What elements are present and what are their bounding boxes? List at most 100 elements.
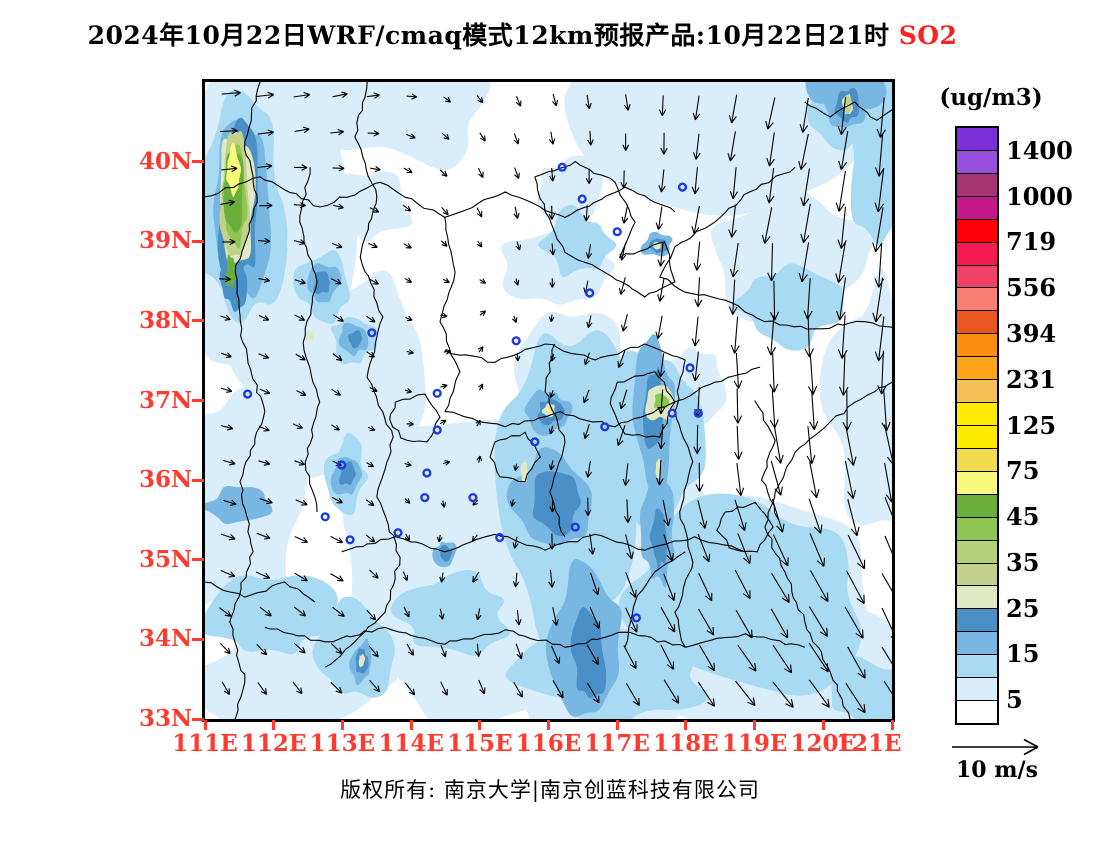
wind-arrow (332, 314, 344, 322)
fill-region-blue4 (532, 471, 581, 537)
wind-arrow (583, 423, 590, 439)
wind-arrow (405, 315, 413, 322)
fill-region-blue1 (310, 82, 491, 170)
wind-arrow (221, 165, 238, 173)
lat-label: 34N (138, 625, 192, 653)
wind-arrow (585, 461, 592, 478)
fill-region-yellow1 (226, 142, 241, 198)
wind-arrow (549, 278, 556, 288)
colorbar-cell (957, 310, 997, 334)
fill-region-blue4 (570, 606, 607, 699)
wind-arrow (835, 171, 846, 212)
city-marker (345, 535, 355, 545)
wind-arrow (438, 608, 445, 620)
wind-arrow (259, 498, 273, 505)
wind-arrow (809, 533, 826, 567)
boundary-line (264, 626, 805, 648)
wind-arrow (478, 383, 484, 391)
wind-vector-layer (219, 89, 892, 714)
wind-arrow (442, 277, 450, 283)
wind-arrow (809, 390, 819, 431)
colorbar-cell (957, 241, 997, 265)
wind-arrow (588, 533, 596, 555)
wind-arrow (257, 129, 274, 137)
wind-arrow (585, 168, 593, 185)
wind-arrow (548, 569, 556, 588)
pollutant-label: SO2 (898, 21, 958, 50)
wind-arrow (883, 681, 892, 695)
colorbar-tick-label: 556 (1006, 273, 1057, 303)
colorbar-cell (957, 654, 997, 678)
wind-arrow (883, 424, 892, 464)
lon-label: 119E (721, 730, 788, 757)
wind-arrow (330, 128, 344, 136)
lon-tick (272, 720, 276, 730)
wind-arrow (331, 388, 341, 396)
wind-arrow (625, 607, 638, 633)
wind-arrow (691, 205, 700, 235)
wind-arrow (621, 204, 629, 224)
colorbar-cell (957, 264, 997, 288)
boundary-line (544, 343, 566, 538)
wind-arrow (369, 679, 381, 693)
wind-arrow (623, 94, 631, 111)
wind-arrow (658, 169, 666, 193)
wind-arrow (692, 95, 701, 121)
wind-arrow (477, 167, 484, 179)
city-marker (432, 425, 442, 435)
wind-arrow (881, 646, 892, 665)
fill-region-blue2 (538, 204, 617, 278)
boundary-line (299, 167, 321, 513)
wind-arrow (582, 389, 590, 404)
wind-arrow (513, 133, 520, 145)
wind-arrow (884, 496, 892, 517)
wind-arrow (258, 353, 270, 359)
wind-arrow (366, 315, 376, 323)
lon-tick (478, 720, 482, 730)
wind-arrow (847, 534, 866, 570)
wind-arrow (771, 498, 785, 533)
wind-arrow (625, 534, 634, 560)
fill-region-blue2 (312, 596, 395, 698)
wind-arrow (404, 461, 412, 467)
wind-arrow (770, 460, 783, 496)
wind-arrow (836, 277, 847, 321)
wind-arrow (619, 389, 628, 410)
wind-arrow (660, 132, 668, 155)
wind-arrow (222, 459, 236, 466)
wind-arrow (366, 461, 374, 468)
boundary-line (609, 371, 676, 438)
wind-arrow (331, 424, 340, 431)
wind-arrow (402, 204, 412, 212)
wind-arrow (657, 423, 666, 450)
wind-arrow (256, 643, 268, 656)
wind-arrow (838, 130, 849, 171)
wind-arrow (258, 314, 270, 321)
fill-region-blue4 (649, 508, 668, 571)
lat-tick (192, 558, 204, 562)
wind-arrow (733, 352, 743, 389)
wind-arrow (293, 642, 306, 654)
colorbar-cell (957, 700, 997, 723)
wind-scale-arrowhead (1023, 738, 1039, 756)
wind-arrow (697, 533, 711, 563)
wind-arrow (476, 95, 484, 104)
city-marker (667, 408, 677, 418)
fill-region-blue4 (348, 330, 363, 349)
wind-arrow (884, 462, 892, 503)
wind-arrow (331, 496, 343, 504)
colorbar-tick-label: 5 (1006, 685, 1023, 715)
wind-arrow (366, 92, 380, 99)
wind-arrow (691, 167, 700, 195)
wind-arrow (621, 314, 628, 332)
colorbar-tick-label: 75 (1006, 456, 1040, 486)
city-marker-layer (242, 162, 703, 623)
wind-arrow (737, 644, 757, 672)
boundary-line (716, 501, 774, 553)
wind-arrow (257, 682, 268, 695)
fill-region-blue1 (819, 268, 892, 526)
wind-arrow (728, 279, 738, 315)
colorbar-cell (957, 128, 997, 150)
city-marker (495, 532, 505, 543)
wind-arrow (436, 534, 443, 543)
